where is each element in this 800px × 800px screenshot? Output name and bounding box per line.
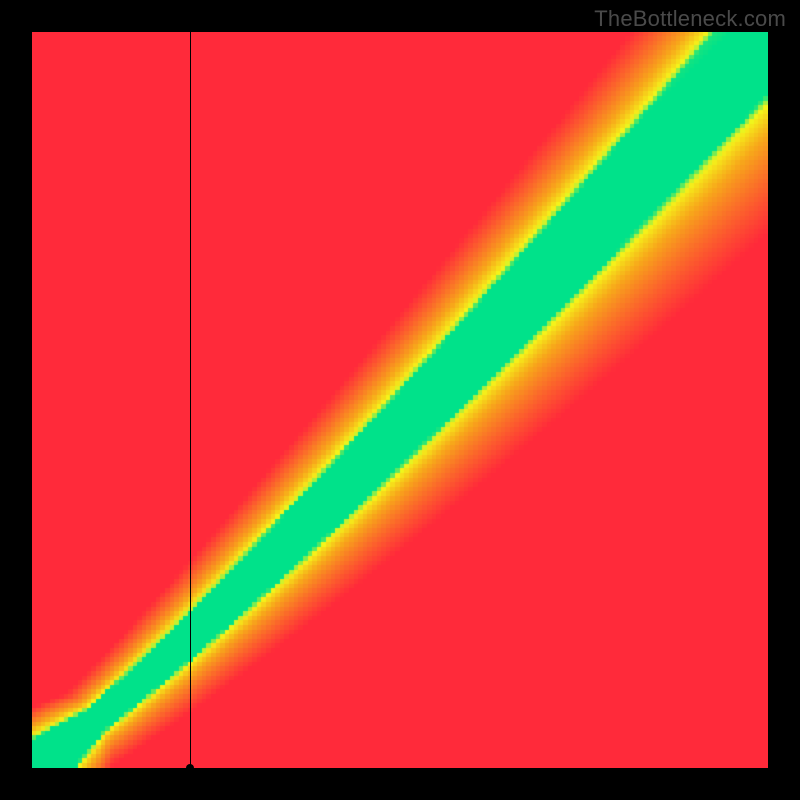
crosshair-horizontal <box>32 768 768 769</box>
marker-dot <box>186 764 194 772</box>
crosshair-vertical <box>190 32 191 768</box>
watermark-text: TheBottleneck.com <box>594 6 786 32</box>
plot-area <box>32 32 768 768</box>
heatmap-canvas <box>32 32 768 768</box>
